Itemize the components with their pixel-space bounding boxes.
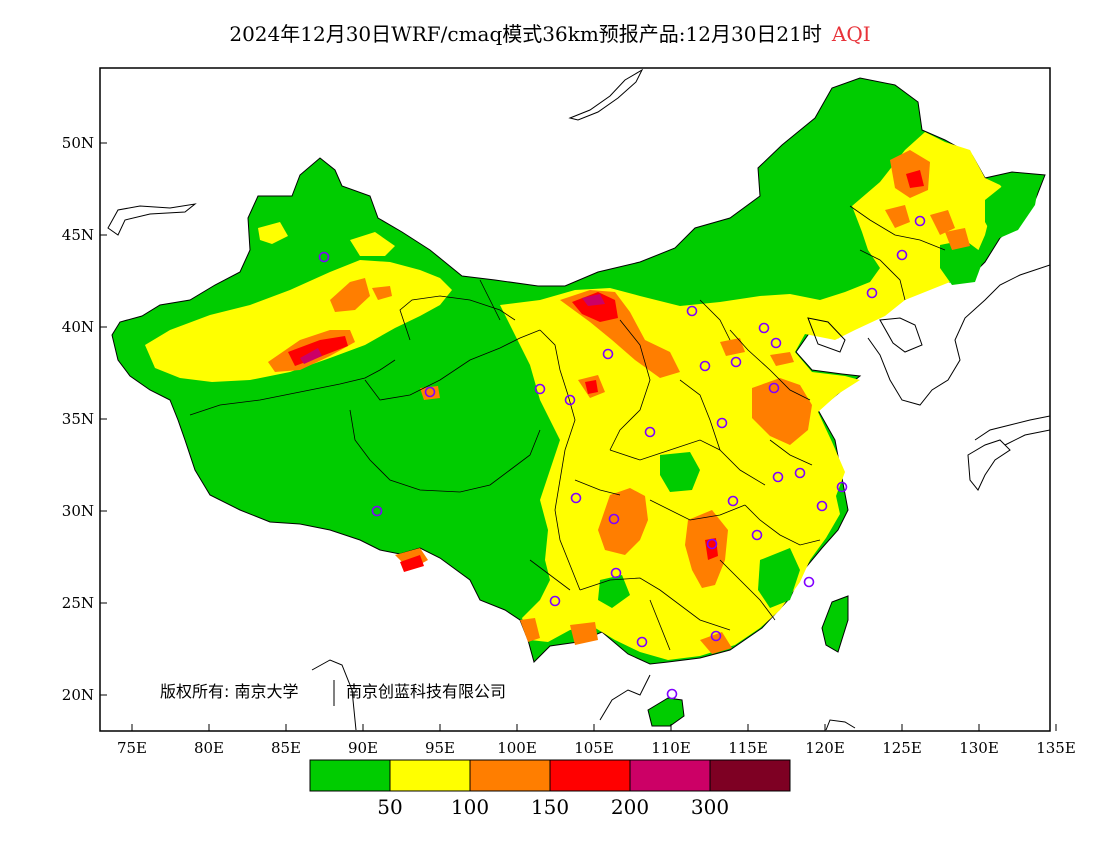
legend-swatch xyxy=(709,759,791,792)
y-axis: 50N 45N 40N 35N 30N 25N 20N xyxy=(62,134,107,704)
monitoring-sites xyxy=(318,215,926,700)
legend-swatch xyxy=(469,759,551,792)
x-tick-label: 125E xyxy=(882,739,922,757)
region-hainan xyxy=(647,697,685,727)
x-tick-label: 130E xyxy=(959,739,999,757)
title-variable: AQI xyxy=(831,22,871,46)
y-tick-label: 40N xyxy=(62,318,94,336)
x-axis: 75E 80E 85E 90E 95E 100E 105E 110E 115E 120E 125E 1… xyxy=(117,724,1076,757)
legend-label: 50 xyxy=(377,795,402,819)
copyright-right: 南京创蓝科技有限公司 xyxy=(346,682,506,701)
legend-label: 150 xyxy=(531,795,569,819)
x-tick-label: 115E xyxy=(728,739,768,757)
map-frame xyxy=(99,67,1051,732)
x-tick-label: 135E xyxy=(1036,739,1076,757)
legend-swatch xyxy=(389,759,471,792)
region-green-patch-guizhou xyxy=(598,575,630,608)
map-title: 2024年12月30日WRF/cmaq模式36km预报产品:12月30日21时 A… xyxy=(0,18,1100,47)
x-tick-label: 110E xyxy=(651,739,691,757)
region-green-patch-liaoning xyxy=(940,240,985,285)
region-yellow-north-xj xyxy=(350,232,395,256)
x-tick-label: 95E xyxy=(425,739,455,757)
y-tick-label: 35N xyxy=(62,410,94,428)
map-area xyxy=(107,68,1050,731)
region-yellow-spot xyxy=(258,222,288,244)
region-green-patch-central xyxy=(660,452,700,492)
x-tick-label: 75E xyxy=(117,739,147,757)
province-boundaries xyxy=(189,205,946,651)
coastlines xyxy=(107,68,1050,731)
x-tick-label: 105E xyxy=(574,739,614,757)
y-tick-label: 30N xyxy=(62,502,94,520)
x-tick-label: 80E xyxy=(194,739,224,757)
y-tick-label: 45N xyxy=(62,226,94,244)
legend-label: 200 xyxy=(611,795,649,819)
legend-swatch xyxy=(629,759,711,792)
legend-swatch xyxy=(309,759,391,792)
x-tick-label: 90E xyxy=(348,739,378,757)
title-text: 2024年12月30日WRF/cmaq模式36km预报产品:12月30日21时 xyxy=(229,22,822,46)
x-tick-label: 120E xyxy=(805,739,845,757)
region-taiwan xyxy=(821,595,849,653)
y-tick-label: 20N xyxy=(62,686,94,704)
y-tick-label: 50N xyxy=(62,134,94,152)
region-green-patch-ne xyxy=(985,178,1040,240)
region-green-patch-jiangxi xyxy=(758,548,800,608)
legend-label: 300 xyxy=(691,795,729,819)
copyright-left: 版权所有: 南京大学 xyxy=(160,682,298,701)
region-purple-patches xyxy=(300,294,605,364)
x-tick-label: 100E xyxy=(497,739,537,757)
x-tick-label: 85E xyxy=(271,739,301,757)
legend-label: 100 xyxy=(451,795,489,819)
legend-swatch xyxy=(549,759,631,792)
aqi-legend: 50 100 150 200 300 xyxy=(309,759,791,819)
y-tick-label: 25N xyxy=(62,594,94,612)
